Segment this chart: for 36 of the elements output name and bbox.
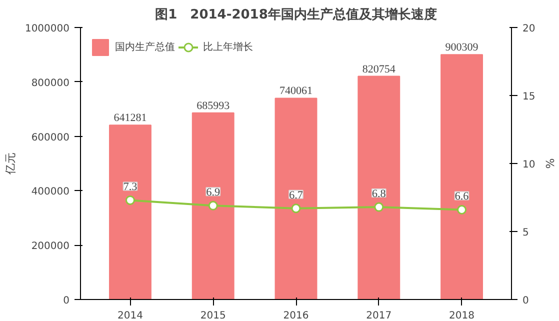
data-label: 6.6: [454, 190, 470, 203]
data-label: 900309: [445, 42, 479, 54]
y-axis-title: 亿元: [4, 152, 17, 176]
x-tick-label: 2017: [366, 310, 392, 321]
data-label: 6.7: [289, 189, 304, 202]
bar: [109, 124, 152, 300]
y-tick-label: 600000: [31, 132, 70, 144]
y2-tick-label: 20: [522, 24, 536, 34]
chart-title: 图1 2014-2018年国内生产总值及其增长速度: [155, 6, 437, 22]
legend-label: 国内生产总值: [115, 40, 175, 54]
data-label: 7.3: [123, 181, 138, 194]
data-label: 685993: [196, 100, 230, 112]
bar: [192, 112, 234, 300]
data-label: 6.8: [372, 188, 386, 200]
data-label: 740061: [280, 85, 312, 98]
y-tick-label: 200000: [31, 241, 70, 252]
y-tick-label: 1000000: [24, 24, 70, 34]
data-label: 641281: [114, 112, 147, 124]
y-tick-label: 800000: [31, 78, 70, 89]
data-label: 820754: [362, 63, 396, 76]
data-label: 6.9: [206, 186, 220, 199]
x-tick-label: 2014: [118, 310, 143, 321]
y-tick-label: 0: [63, 296, 70, 306]
y2-tick-label: 15: [522, 92, 536, 102]
legend-label: 比上年增长: [203, 40, 253, 54]
y2-tick-label: 5: [522, 228, 529, 238]
y2-tick-label: 0: [522, 296, 529, 306]
x-tick-label: 2015: [200, 310, 226, 321]
x-tick-label: 2018: [449, 310, 474, 321]
bar: [358, 76, 400, 300]
bar: [274, 98, 318, 300]
x-tick-label: 2016: [283, 310, 309, 321]
bar: [440, 54, 483, 300]
y-tick-label: 400000: [31, 186, 70, 198]
y2-axis-title: %: [543, 158, 556, 169]
y2-tick-label: 10: [522, 160, 536, 170]
